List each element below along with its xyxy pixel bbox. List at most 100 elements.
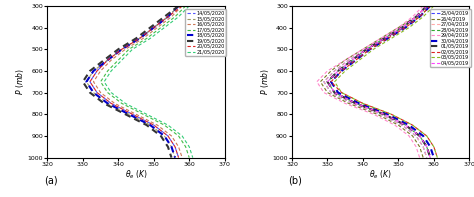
25/04/2019 (399, 26, 405, 29)
03/05/2019 (410, 124, 415, 126)
02/05/2019 (353, 59, 359, 61)
26/4/2019 (328, 70, 334, 72)
15/05/2020 (147, 124, 153, 126)
04/05/2019 (402, 124, 408, 126)
16/05/2020 (179, 156, 185, 159)
29/04/2019 (413, 146, 419, 148)
18/05/2020 (137, 37, 142, 40)
Line: 04/05/2019: 04/05/2019 (328, 6, 430, 158)
15/05/2020 (172, 156, 178, 159)
27/04/2019 (413, 16, 419, 18)
18/05/2020 (105, 59, 110, 61)
03/05/2019 (420, 16, 426, 18)
16/05/2020 (179, 5, 185, 7)
01/05/2019 (335, 70, 341, 72)
02/05/2019 (367, 48, 373, 50)
17/05/2020 (158, 26, 164, 29)
15/05/2020 (162, 135, 167, 137)
14/05/2020 (165, 16, 171, 18)
15/05/2020 (169, 146, 174, 148)
20/05/2020 (94, 91, 100, 94)
Line: 29/04/2019: 29/04/2019 (317, 6, 423, 158)
02/05/2019 (360, 102, 366, 105)
21/05/2020 (147, 37, 153, 40)
27/04/2019 (399, 124, 405, 126)
28/04/2019 (325, 81, 330, 83)
26/4/2019 (325, 91, 330, 94)
16/05/2020 (98, 70, 103, 72)
Line: 16/05/2020: 16/05/2020 (93, 6, 182, 158)
15/05/2020 (126, 113, 132, 115)
20/05/2020 (165, 135, 171, 137)
02/05/2019 (428, 5, 433, 7)
30/04/2019 (328, 81, 334, 83)
29/04/2019 (321, 91, 327, 94)
30/04/2019 (428, 146, 433, 148)
28/04/2019 (335, 70, 341, 72)
19/05/2020 (165, 146, 171, 148)
26/4/2019 (318, 81, 323, 83)
19/05/2020 (123, 113, 128, 115)
04/05/2019 (413, 16, 419, 18)
30/04/2019 (385, 37, 391, 40)
27/04/2019 (328, 91, 334, 94)
27/04/2019 (349, 102, 355, 105)
27/04/2019 (321, 81, 327, 83)
14/05/2020 (151, 26, 156, 29)
25/04/2019 (346, 59, 352, 61)
01/05/2019 (382, 37, 387, 40)
01/05/2019 (325, 81, 330, 83)
Line: 30/04/2019: 30/04/2019 (331, 6, 434, 158)
21/05/2020 (190, 156, 196, 159)
20/05/2020 (165, 16, 171, 18)
26/4/2019 (378, 37, 383, 40)
25/04/2019 (413, 135, 419, 137)
30/04/2019 (356, 102, 362, 105)
Line: 03/05/2019: 03/05/2019 (335, 6, 438, 158)
26/4/2019 (420, 156, 426, 159)
04/05/2019 (424, 146, 429, 148)
01/05/2019 (332, 91, 337, 94)
20/05/2020 (179, 5, 185, 7)
27/04/2019 (424, 156, 429, 159)
03/05/2019 (406, 26, 412, 29)
20/05/2020 (176, 156, 182, 159)
X-axis label: $\theta_e\ (K)$: $\theta_e\ (K)$ (125, 168, 147, 181)
15/05/2020 (151, 26, 156, 29)
20/05/2020 (129, 113, 135, 115)
15/05/2020 (176, 5, 182, 7)
26/4/2019 (424, 5, 429, 7)
03/05/2019 (388, 113, 394, 115)
01/05/2019 (353, 102, 359, 105)
02/05/2019 (424, 135, 429, 137)
29/04/2019 (371, 113, 376, 115)
21/05/2020 (129, 48, 135, 50)
04/05/2019 (382, 37, 387, 40)
27/04/2019 (364, 48, 369, 50)
25/04/2019 (413, 16, 419, 18)
30/04/2019 (367, 48, 373, 50)
17/05/2020 (186, 156, 192, 159)
18/05/2020 (119, 48, 125, 50)
19/05/2020 (162, 16, 167, 18)
03/05/2019 (356, 59, 362, 61)
30/04/2019 (420, 135, 426, 137)
29/04/2019 (378, 37, 383, 40)
14/05/2020 (165, 135, 171, 137)
01/05/2019 (364, 48, 369, 50)
01/05/2019 (428, 156, 433, 159)
16/05/2020 (133, 113, 139, 115)
14/05/2020 (172, 146, 178, 148)
28/04/2019 (382, 113, 387, 115)
18/05/2020 (91, 91, 96, 94)
21/05/2020 (144, 113, 149, 115)
02/05/2019 (435, 156, 440, 159)
Line: 17/05/2020: 17/05/2020 (100, 6, 189, 158)
15/05/2020 (119, 48, 125, 50)
20/05/2020 (137, 37, 142, 40)
01/05/2019 (402, 124, 408, 126)
26/4/2019 (342, 59, 348, 61)
16/05/2020 (169, 135, 174, 137)
29/04/2019 (395, 26, 401, 29)
28/04/2019 (382, 37, 387, 40)
